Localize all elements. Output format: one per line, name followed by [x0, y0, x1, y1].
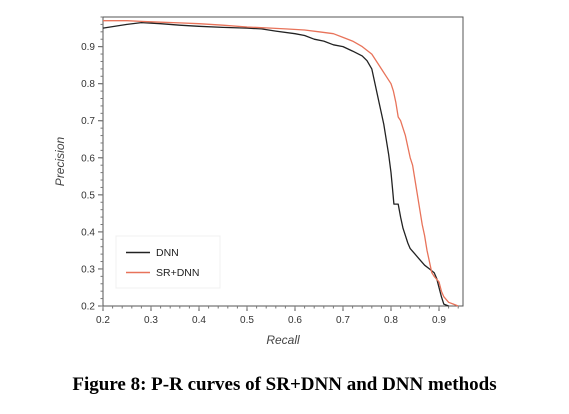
x-tick-label: 0.4	[192, 315, 206, 326]
y-tick-label: 0.2	[81, 302, 95, 313]
figure-caption: Figure 8: P-R curves of SR+DNN and DNN m…	[72, 374, 497, 395]
legend: DNN SR+DNN	[115, 235, 221, 289]
y-axis: 0.2 0.3 0.4 0.5 0.6 0.7 0.8 0.9	[81, 16, 103, 313]
pr-curve-chart: 0.2 0.3 0.4 0.5 0.6 0.7 0.8 0.9 0.2 0.3 0.4 0.5 0.6…	[53, 16, 464, 347]
legend-label: DNN	[156, 247, 179, 259]
x-tick-label: 0.2	[96, 315, 110, 326]
x-tick-label: 0.7	[336, 315, 350, 326]
x-tick-label: 0.8	[384, 315, 398, 326]
plot-border	[102, 16, 464, 307]
y-tick-label: 0.7	[81, 116, 95, 127]
legend-box	[115, 235, 221, 289]
y-tick-label: 0.3	[81, 264, 95, 275]
series-layer	[102, 20, 459, 307]
series-line-sr-dnn	[103, 20, 459, 307]
x-tick-label: 0.5	[240, 315, 254, 326]
y-axis-title: Precision	[53, 137, 67, 187]
y-tick-label: 0.5	[81, 190, 95, 201]
y-tick-label: 0.8	[81, 79, 95, 90]
y-tick-label: 0.4	[81, 227, 95, 238]
x-tick-label: 0.6	[288, 315, 302, 326]
x-axis: 0.2 0.3 0.4 0.5 0.6 0.7 0.8 0.9	[96, 306, 459, 326]
x-tick-label: 0.3	[144, 315, 158, 326]
x-tick-label: 0.9	[432, 315, 446, 326]
series-line-dnn	[102, 21, 449, 307]
x-axis-title: Recall	[266, 333, 300, 347]
y-tick-label: 0.9	[81, 42, 95, 53]
plot-frame	[102, 16, 464, 307]
y-tick-label: 0.6	[81, 153, 95, 164]
legend-label: SR+DNN	[156, 267, 199, 279]
